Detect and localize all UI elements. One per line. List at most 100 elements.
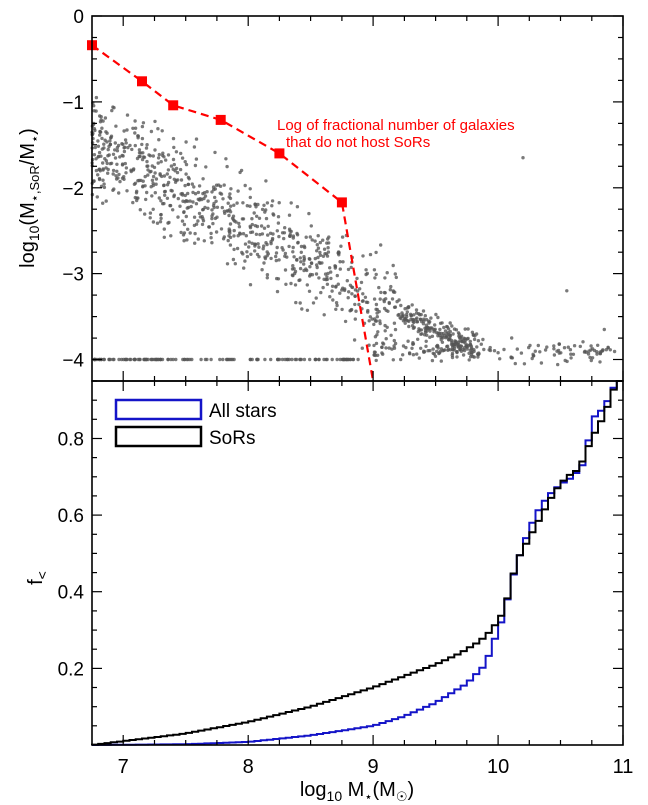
scatter-point	[192, 215, 197, 219]
scatter-point	[117, 357, 121, 362]
scatter-point	[340, 357, 345, 362]
scatter-point	[533, 349, 537, 353]
scatter-point	[172, 177, 176, 181]
scatter-point	[449, 338, 454, 343]
scatter-point	[206, 199, 210, 203]
scatter-point	[445, 324, 449, 329]
scatter-point	[299, 244, 304, 249]
scatter-point	[156, 127, 160, 131]
scatter-point	[467, 358, 471, 362]
scatter-point	[153, 148, 157, 152]
scatter-point	[248, 283, 253, 287]
scatter-point	[201, 207, 205, 212]
scatter-point	[123, 138, 128, 142]
scatter-point	[210, 216, 214, 221]
scatter-point	[307, 211, 311, 216]
scatter-point	[102, 146, 106, 150]
scatter-point	[353, 302, 357, 307]
scatter-point	[264, 179, 268, 183]
scatter-point	[150, 178, 155, 182]
scatter-point	[107, 357, 111, 362]
scatter-point	[181, 233, 186, 237]
scatter-point	[555, 349, 559, 353]
scatter-point	[530, 356, 534, 361]
scatter-point	[228, 235, 233, 240]
scatter-point	[109, 135, 113, 140]
scatter-point	[202, 191, 207, 195]
fraction-marker	[137, 76, 147, 87]
scatter-point	[243, 183, 247, 188]
scatter-point	[262, 244, 266, 248]
scatter-point	[326, 271, 330, 276]
scatter-point	[439, 335, 443, 340]
scatter-point	[253, 249, 257, 253]
scatter-point	[137, 148, 142, 152]
scatter-point	[258, 232, 262, 237]
scatter-point	[431, 347, 435, 351]
scatter-point	[228, 243, 233, 247]
scatter-point	[263, 357, 267, 362]
scatter-point	[123, 161, 128, 166]
y-tick-label: −3	[62, 265, 84, 286]
scatter-point	[401, 353, 405, 357]
scatter-point	[339, 244, 343, 248]
scatter-point	[250, 217, 254, 221]
scatter-point	[265, 276, 269, 280]
scatter-point	[116, 176, 120, 180]
scatter-point	[302, 262, 306, 266]
scatter-point	[450, 353, 454, 357]
scatter-point	[151, 181, 155, 185]
scatter-point	[262, 226, 267, 230]
scatter-point	[519, 351, 524, 355]
scatter-point	[161, 151, 165, 155]
scatter-point	[328, 266, 332, 270]
scatter-point	[202, 239, 206, 243]
scatter-point	[377, 285, 381, 290]
scatter-point	[368, 315, 372, 319]
scatter-point	[448, 329, 452, 334]
scatter-point	[242, 266, 246, 270]
legend-label-all-stars: All stars	[209, 401, 277, 422]
scatter-point	[120, 153, 124, 158]
scatter-point	[333, 264, 337, 268]
scatter-point	[565, 289, 569, 293]
scatter-point	[374, 302, 379, 307]
scatter-point	[477, 351, 481, 355]
scatter-point	[429, 316, 433, 320]
scatter-point	[367, 343, 371, 347]
scatter-point	[287, 357, 291, 362]
scatter-point	[448, 348, 453, 352]
scatter-point	[325, 277, 329, 282]
scatter-point	[159, 212, 163, 217]
scatter-point	[133, 126, 138, 130]
scatter-point	[189, 204, 193, 209]
scatter-point	[180, 156, 185, 160]
scatter-point	[113, 148, 117, 152]
scatter-point	[401, 344, 406, 348]
scatter-point	[143, 174, 147, 179]
scatter-point	[96, 139, 100, 143]
scatter-point	[253, 202, 257, 206]
scatter-point	[316, 246, 321, 250]
scatter-point	[434, 312, 438, 317]
scatter-point	[321, 285, 325, 290]
scatter-point	[162, 174, 167, 178]
scatter-point	[124, 171, 128, 175]
scatter-point	[99, 115, 103, 119]
scatter-point	[536, 343, 540, 348]
scatter-point	[331, 298, 335, 302]
scatter-point	[439, 347, 444, 351]
scatter-point	[361, 292, 365, 296]
scatter-point	[108, 139, 112, 143]
scatter-point	[393, 341, 398, 346]
scatter-point	[248, 204, 252, 208]
scatter-point	[356, 357, 360, 362]
scatter-point	[158, 173, 162, 177]
scatter-point	[382, 306, 387, 311]
scatter-point	[194, 157, 199, 161]
x-tick-label: 11	[613, 756, 634, 778]
scatter-point	[179, 151, 183, 156]
scatter-point	[183, 200, 187, 204]
scatter-point	[151, 154, 155, 158]
scatter-point	[463, 337, 467, 341]
